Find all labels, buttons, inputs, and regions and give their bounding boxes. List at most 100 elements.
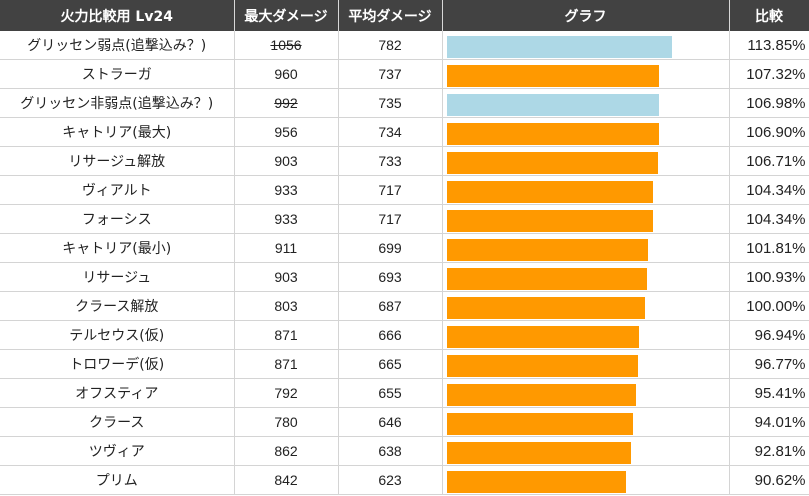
row-avg-damage-cell[interactable]: 638	[338, 436, 443, 466]
row-avg-damage-cell[interactable]: 693	[338, 262, 443, 292]
row-ratio-cell[interactable]: 100.93%	[729, 262, 809, 292]
row-name-cell[interactable]: ツヴィア	[0, 436, 235, 466]
row-graph-cell[interactable]	[442, 349, 730, 379]
graph-bar	[446, 64, 660, 87]
graph-bar	[446, 383, 636, 406]
row-avg-damage-cell[interactable]: 665	[338, 349, 443, 379]
row-max-damage-cell[interactable]: 933	[234, 204, 339, 234]
row-ratio-cell[interactable]: 92.81%	[729, 436, 809, 466]
row-avg-damage-cell[interactable]: 623	[338, 465, 443, 495]
row-name-cell[interactable]: クラース	[0, 407, 235, 437]
header-max-damage[interactable]: 最大ダメージ	[234, 0, 339, 31]
row-max-damage-cell[interactable]: 1056	[234, 31, 339, 60]
row-name-cell[interactable]: ヴィアルト	[0, 175, 235, 205]
row-name-cell[interactable]: フォーシス	[0, 204, 235, 234]
row-max-damage-cell[interactable]: 903	[234, 146, 339, 176]
row-ratio-cell[interactable]: 106.90%	[729, 117, 809, 147]
row-name-cell[interactable]: プリム	[0, 465, 235, 495]
row-graph-cell[interactable]	[442, 407, 730, 437]
table-row: グリッセン弱点(追撃込み？) 1056 782 113.85%	[0, 31, 809, 60]
header-graph[interactable]: グラフ	[442, 0, 730, 31]
row-max-damage-cell[interactable]: 903	[234, 262, 339, 292]
row-avg-damage-cell[interactable]: 737	[338, 59, 443, 89]
row-ratio-cell[interactable]: 104.34%	[729, 175, 809, 205]
row-graph-cell[interactable]	[442, 233, 730, 263]
row-avg-damage-cell[interactable]: 734	[338, 117, 443, 147]
row-max-damage-cell[interactable]: 871	[234, 349, 339, 379]
row-name-cell[interactable]: キャトリア(最小)	[0, 233, 235, 263]
row-ratio-cell[interactable]: 90.62%	[729, 465, 809, 495]
table-row: トロワーデ(仮) 871 665 96.77%	[0, 349, 809, 379]
row-graph-cell[interactable]	[442, 204, 730, 234]
max-damage-value: 933	[274, 182, 298, 198]
row-graph-cell[interactable]	[442, 320, 730, 350]
row-ratio-cell[interactable]: 106.71%	[729, 146, 809, 176]
row-ratio-cell[interactable]: 96.77%	[729, 349, 809, 379]
header-name[interactable]: 火力比較用 Lv24	[0, 0, 235, 31]
row-avg-damage-cell[interactable]: 733	[338, 146, 443, 176]
row-graph-cell[interactable]	[442, 378, 730, 408]
row-graph-cell[interactable]	[442, 262, 730, 292]
row-name-cell[interactable]: ストラーガ	[0, 59, 235, 89]
row-ratio-cell[interactable]: 94.01%	[729, 407, 809, 437]
row-name-cell[interactable]: キャトリア(最大)	[0, 117, 235, 147]
header-avg-damage[interactable]: 平均ダメージ	[338, 0, 443, 31]
max-damage-value: 911	[274, 240, 298, 256]
row-avg-damage-cell[interactable]: 666	[338, 320, 443, 350]
row-name-cell[interactable]: グリッセン非弱点(追撃込み？)	[0, 88, 235, 118]
row-avg-damage-cell[interactable]: 717	[338, 175, 443, 205]
row-ratio-cell[interactable]: 95.41%	[729, 378, 809, 408]
row-max-damage-cell[interactable]: 911	[234, 233, 339, 263]
row-ratio-cell[interactable]: 106.98%	[729, 88, 809, 118]
row-graph-cell[interactable]	[442, 291, 730, 321]
row-ratio-cell[interactable]: 107.32%	[729, 59, 809, 89]
row-avg-damage-cell[interactable]: 646	[338, 407, 443, 437]
graph-bar	[446, 296, 645, 319]
row-avg-damage-cell[interactable]: 687	[338, 291, 443, 321]
header-ratio[interactable]: 比較	[729, 0, 809, 31]
row-graph-cell[interactable]	[442, 117, 730, 147]
row-avg-damage-cell[interactable]: 735	[338, 88, 443, 118]
row-max-damage-cell[interactable]: 842	[234, 465, 339, 495]
row-graph-cell[interactable]	[442, 436, 730, 466]
row-max-damage-cell[interactable]: 956	[234, 117, 339, 147]
table-row: ツヴィア 862 638 92.81%	[0, 436, 809, 466]
row-max-damage-cell[interactable]: 992	[234, 88, 339, 118]
row-max-damage-cell[interactable]: 960	[234, 59, 339, 89]
max-damage-value: 792	[274, 385, 298, 401]
row-max-damage-cell[interactable]: 871	[234, 320, 339, 350]
row-name-cell[interactable]: トロワーデ(仮)	[0, 349, 235, 379]
row-graph-cell[interactable]	[442, 465, 730, 495]
row-avg-damage-cell[interactable]: 655	[338, 378, 443, 408]
table-row: ストラーガ 960 737 107.32%	[0, 59, 809, 89]
row-name-cell[interactable]: グリッセン弱点(追撃込み？)	[0, 31, 235, 60]
row-graph-cell[interactable]	[442, 59, 730, 89]
row-graph-cell[interactable]	[442, 175, 730, 205]
row-graph-cell[interactable]	[442, 31, 730, 60]
row-name-cell[interactable]: リサージュ	[0, 262, 235, 292]
row-graph-cell[interactable]	[442, 146, 730, 176]
row-ratio-cell[interactable]: 104.34%	[729, 204, 809, 234]
table-row: オフスティア 792 655 95.41%	[0, 378, 809, 408]
row-ratio-cell[interactable]: 101.81%	[729, 233, 809, 263]
row-graph-cell[interactable]	[442, 88, 730, 118]
graph-bar	[446, 267, 647, 290]
max-damage-value: 956	[274, 124, 298, 140]
row-name-cell[interactable]: クラース解放	[0, 291, 235, 321]
row-name-cell[interactable]: オフスティア	[0, 378, 235, 408]
row-max-damage-cell[interactable]: 933	[234, 175, 339, 205]
row-max-damage-cell[interactable]: 862	[234, 436, 339, 466]
row-avg-damage-cell[interactable]: 782	[338, 31, 443, 60]
row-name-cell[interactable]: テルセウス(仮)	[0, 320, 235, 350]
row-avg-damage-cell[interactable]: 699	[338, 233, 443, 263]
row-max-damage-cell[interactable]: 792	[234, 378, 339, 408]
row-max-damage-cell[interactable]: 803	[234, 291, 339, 321]
row-ratio-cell[interactable]: 96.94%	[729, 320, 809, 350]
row-name-cell[interactable]: リサージュ解放	[0, 146, 235, 176]
graph-bar	[446, 93, 659, 116]
row-max-damage-cell[interactable]: 780	[234, 407, 339, 437]
row-ratio-cell[interactable]: 100.00%	[729, 291, 809, 321]
row-ratio-cell[interactable]: 113.85%	[729, 31, 809, 60]
row-avg-damage-cell[interactable]: 717	[338, 204, 443, 234]
